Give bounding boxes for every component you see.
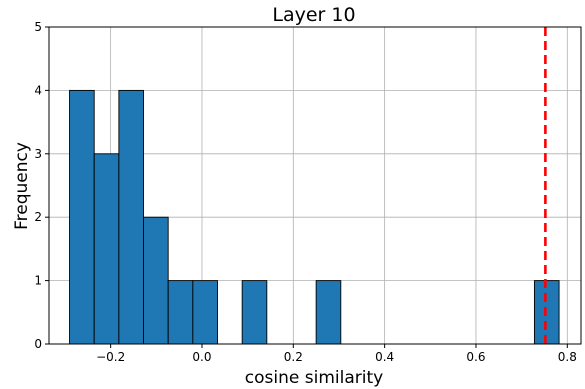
y-tick-label: 4 <box>34 83 42 97</box>
y-tick-label: 5 <box>34 20 42 34</box>
histogram-bars <box>69 89 560 345</box>
plot-frame <box>48 26 582 345</box>
x-axis-ticks: −0.2 0.0 0.2 0.4 0.6 0.8 <box>96 344 577 364</box>
histogram-bar <box>533 280 560 345</box>
x-tick-label: 0.4 <box>375 350 394 364</box>
x-tick-label: −0.2 <box>96 350 125 364</box>
chart-title: Layer 10 <box>272 4 355 26</box>
histogram-bar <box>167 280 194 345</box>
x-tick-label: 0.6 <box>466 350 485 364</box>
x-tick-label: 0.2 <box>284 350 303 364</box>
histogram-bar <box>118 89 144 345</box>
x-tick-label: 0.0 <box>192 350 211 364</box>
histogram-bar <box>143 216 169 345</box>
histogram-bar <box>241 280 268 345</box>
x-tick-label: 0.8 <box>558 350 577 364</box>
y-axis-ticks: 0 1 2 3 4 5 <box>34 20 49 351</box>
histogram-bar <box>93 153 120 345</box>
y-tick-label: 0 <box>34 337 42 351</box>
histogram-bar <box>192 280 218 345</box>
y-tick-label: 2 <box>34 210 42 224</box>
y-tick-label: 1 <box>34 274 42 288</box>
histogram-bar <box>315 280 342 345</box>
y-tick-label: 3 <box>34 147 42 161</box>
x-axis-label: cosine similarity <box>245 368 383 388</box>
y-axis-label: Frequency <box>12 142 32 230</box>
histogram-bar <box>69 89 95 345</box>
